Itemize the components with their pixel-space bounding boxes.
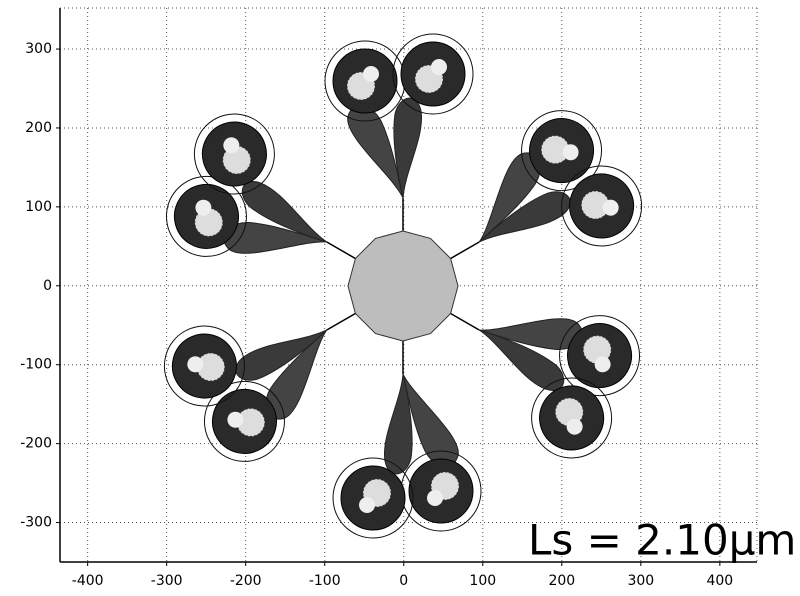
x-tick-label: -200	[230, 573, 262, 589]
structure	[145, 33, 661, 539]
y-tick-label: 300	[25, 41, 52, 57]
x-tick-label: 0	[399, 573, 408, 589]
x-tick-label: 100	[469, 573, 496, 589]
y-tick-label: 0	[43, 278, 52, 294]
x-tick-label: 400	[706, 573, 733, 589]
core	[347, 230, 459, 342]
x-tick-label: -400	[72, 573, 104, 589]
annotation: Ls = 2.10μm	[528, 516, 796, 565]
x-tick-label: 300	[627, 573, 654, 589]
y-tick-label: -200	[20, 436, 52, 452]
y-tick-label: -100	[20, 357, 52, 373]
x-tick-label: -100	[309, 573, 341, 589]
y-tick-label: 200	[25, 120, 52, 136]
x-tick-label: 200	[548, 573, 575, 589]
y-tick-label: 100	[25, 199, 52, 215]
x-tick-label: -300	[151, 573, 183, 589]
y-tick-label: -300	[20, 515, 52, 531]
